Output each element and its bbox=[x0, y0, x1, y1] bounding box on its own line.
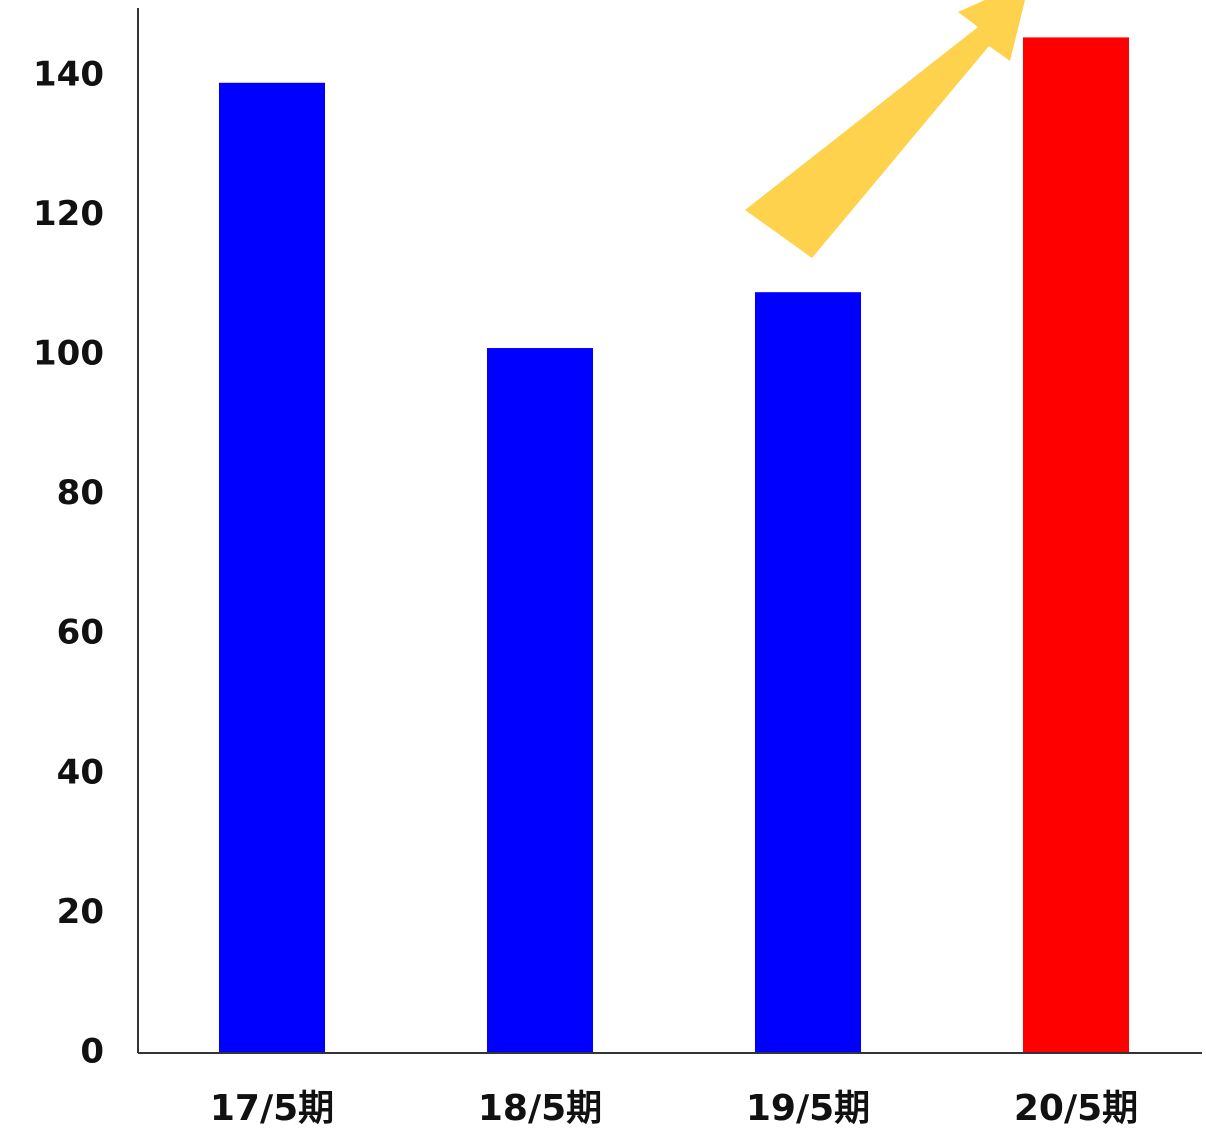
y-tick-label: 40 bbox=[57, 752, 104, 792]
x-axis-labels: 17/5期 18/5期 19/5期 20/5期 bbox=[210, 1088, 1138, 1129]
x-tick-label: 18/5期 bbox=[478, 1088, 602, 1129]
y-tick-label: 0 bbox=[80, 1032, 104, 1072]
y-tick-label: 60 bbox=[57, 613, 104, 653]
bar bbox=[1023, 37, 1129, 1054]
x-tick-label: 17/5期 bbox=[210, 1088, 334, 1129]
y-axis-ticks: 0 20 40 60 80 100 120 140 bbox=[33, 54, 104, 1071]
x-tick-label: 19/5期 bbox=[746, 1088, 870, 1129]
y-tick-label: 120 bbox=[33, 194, 104, 234]
bar bbox=[219, 82, 325, 1053]
y-tick-label: 20 bbox=[57, 892, 104, 932]
bars bbox=[219, 37, 1129, 1054]
bar bbox=[487, 348, 593, 1053]
y-tick-label: 80 bbox=[57, 473, 104, 513]
trend-arrow-icon bbox=[745, 0, 1026, 258]
x-tick-label: 20/5期 bbox=[1014, 1088, 1138, 1129]
y-tick-label: 100 bbox=[33, 334, 104, 374]
y-tick-label: 140 bbox=[33, 54, 104, 94]
bar bbox=[755, 292, 861, 1053]
